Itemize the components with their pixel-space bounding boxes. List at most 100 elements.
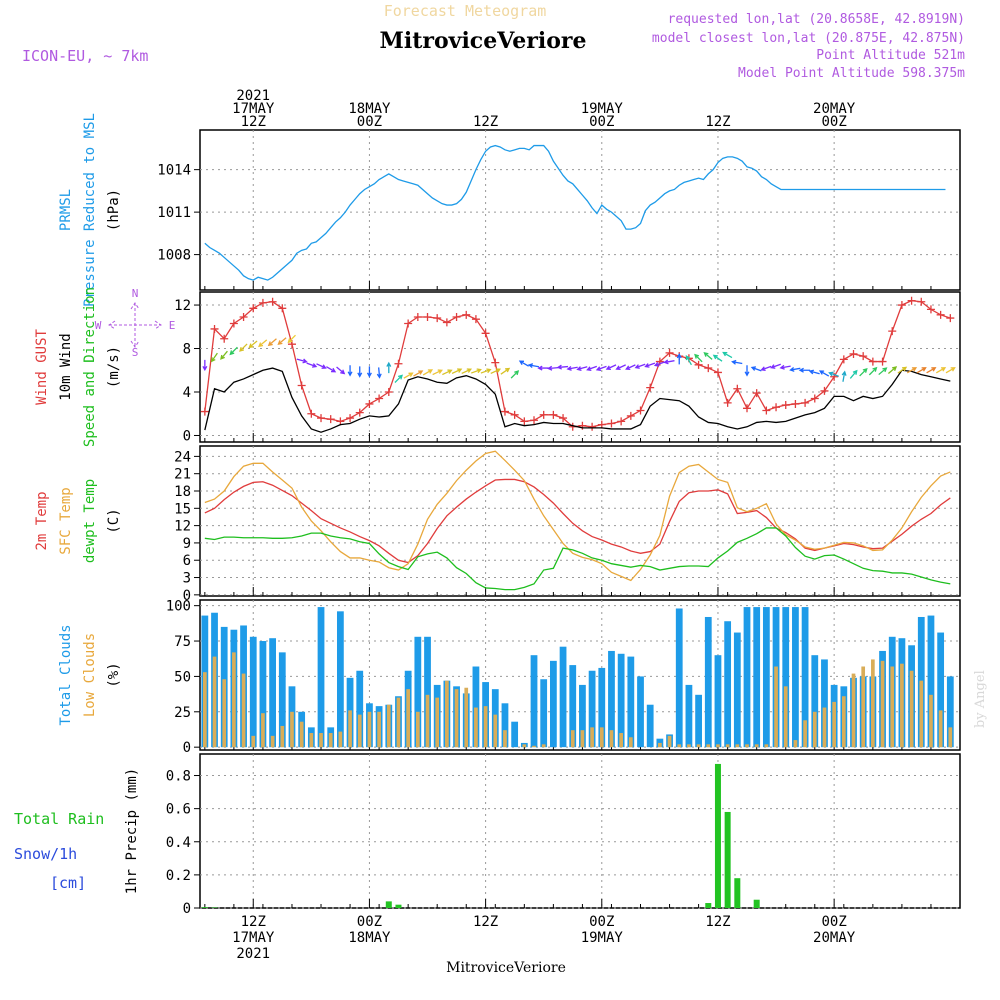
- total-cloud-bar: [937, 632, 945, 748]
- gust-marker: [510, 410, 519, 419]
- gust-marker: [394, 359, 403, 368]
- panel-label: (m/s): [106, 346, 122, 388]
- wind-arrow: [798, 367, 811, 373]
- wind-arrow: [376, 367, 382, 379]
- panel-precip: 0 0.2 0.4 0.6 0.8 1hr Precip (mm) Total Rain Sn…: [14, 753, 961, 917]
- panel-wind: 0 4 8 12 Wind GUST 10m Wind Speed and Directio…: [34, 287, 961, 447]
- bottom-time-label: 00Z: [589, 914, 614, 930]
- wind-arrow: [451, 368, 463, 375]
- series-line: [204, 144, 946, 281]
- bottom-time-label: 2021: [236, 946, 270, 962]
- panel-label: 2m Temp: [34, 491, 50, 550]
- low-cloud-bar: [948, 727, 953, 748]
- gust-marker: [200, 407, 209, 416]
- gust-marker: [588, 422, 597, 431]
- wind-arrow: [326, 366, 337, 373]
- wind-arrow: [490, 368, 502, 375]
- low-cloud-bar: [803, 720, 807, 748]
- wind-arrow: [841, 370, 847, 382]
- panel-label: Pressure Reduced to MSL: [82, 113, 98, 307]
- gust-marker: [636, 406, 645, 415]
- gust-marker: [452, 313, 461, 321]
- low-cloud-bar: [435, 697, 440, 748]
- gust-marker: [733, 384, 742, 393]
- y-tick-label: 0.4: [166, 835, 191, 851]
- gust-marker: [413, 313, 422, 321]
- total-cloud-bar: [782, 607, 790, 748]
- gust-marker: [481, 329, 490, 338]
- gust-marker: [704, 364, 713, 373]
- gust-marker: [539, 410, 548, 419]
- total-cloud-bar: [724, 621, 732, 748]
- wind-arrow: [868, 366, 878, 376]
- wind-arrow: [258, 339, 268, 348]
- gust-marker: [317, 414, 326, 423]
- wind-arrow: [471, 368, 482, 374]
- gust-marker: [530, 416, 539, 425]
- gust-marker: [559, 414, 568, 423]
- gust-marker: [355, 408, 364, 417]
- low-cloud-bar: [783, 686, 788, 748]
- low-cloud-bar: [203, 672, 207, 748]
- panel-label: 1hr Precip (mm): [124, 768, 140, 894]
- low-cloud-bar: [861, 666, 866, 748]
- total-cloud-bar: [927, 615, 935, 748]
- precip-bar: [753, 899, 760, 908]
- wind-arrow: [731, 359, 743, 365]
- wind-arrow: [595, 365, 607, 372]
- top-time-label: 17MAY: [232, 101, 275, 117]
- low-cloud-bar: [328, 733, 333, 748]
- panel-frame: [199, 291, 961, 443]
- gust-marker: [423, 313, 432, 321]
- gust-marker: [346, 414, 355, 423]
- bottom-time-label: 12Z: [241, 914, 266, 930]
- top-time-label: 18MAY: [348, 101, 391, 117]
- total-cloud-bar: [762, 607, 770, 748]
- low-cloud-bar: [599, 727, 604, 748]
- low-cloud-bar: [425, 694, 430, 748]
- total-cloud-bar: [821, 659, 828, 748]
- series-line: [204, 478, 951, 564]
- wind-arrow: [336, 366, 346, 375]
- low-cloud-bar: [299, 721, 304, 748]
- low-cloud-bar: [261, 713, 265, 748]
- total-cloud-bar: [733, 632, 741, 748]
- low-cloud-bar: [754, 744, 759, 748]
- y-tick-label: 3: [183, 571, 191, 587]
- panel-label: Speed and Direction: [82, 287, 98, 447]
- low-cloud-bar: [628, 737, 633, 748]
- series-line: [204, 367, 951, 433]
- low-cloud-bar: [386, 704, 391, 748]
- total-cloud-bar: [511, 721, 519, 748]
- wind-arrow: [287, 334, 296, 344]
- total-cloud-bar: [269, 638, 276, 748]
- gust-marker: [820, 386, 829, 395]
- wind-arrow: [625, 364, 636, 371]
- legend-total-rain: Total Rain: [14, 810, 104, 828]
- wind-arrow: [566, 365, 578, 371]
- wind-arrow: [897, 366, 908, 374]
- y-tick-label: 0: [183, 740, 191, 756]
- low-cloud-bar: [687, 744, 691, 748]
- wind-arrow: [202, 359, 208, 372]
- total-cloud-bar: [588, 670, 596, 748]
- wind-arrow: [887, 366, 898, 374]
- wind-arrow: [576, 366, 588, 371]
- low-cloud-bar: [415, 711, 420, 748]
- compass-e: E: [169, 319, 176, 332]
- wind-arrow: [935, 367, 947, 374]
- low-cloud-bar: [658, 742, 662, 748]
- wind-arrow: [722, 351, 733, 359]
- total-cloud-bar: [627, 656, 635, 748]
- low-cloud-bar: [667, 735, 672, 748]
- total-cloud-bar: [249, 636, 257, 748]
- panel-frame: [199, 753, 961, 909]
- low-cloud-bar: [522, 744, 527, 748]
- low-cloud-bar: [812, 711, 817, 748]
- total-cloud-bar: [792, 607, 799, 748]
- y-tick-label: 18: [174, 484, 191, 500]
- wind-arrow: [926, 367, 937, 374]
- wind-arrow: [527, 363, 540, 369]
- wind-arrow: [510, 370, 520, 379]
- gust-marker: [433, 314, 442, 323]
